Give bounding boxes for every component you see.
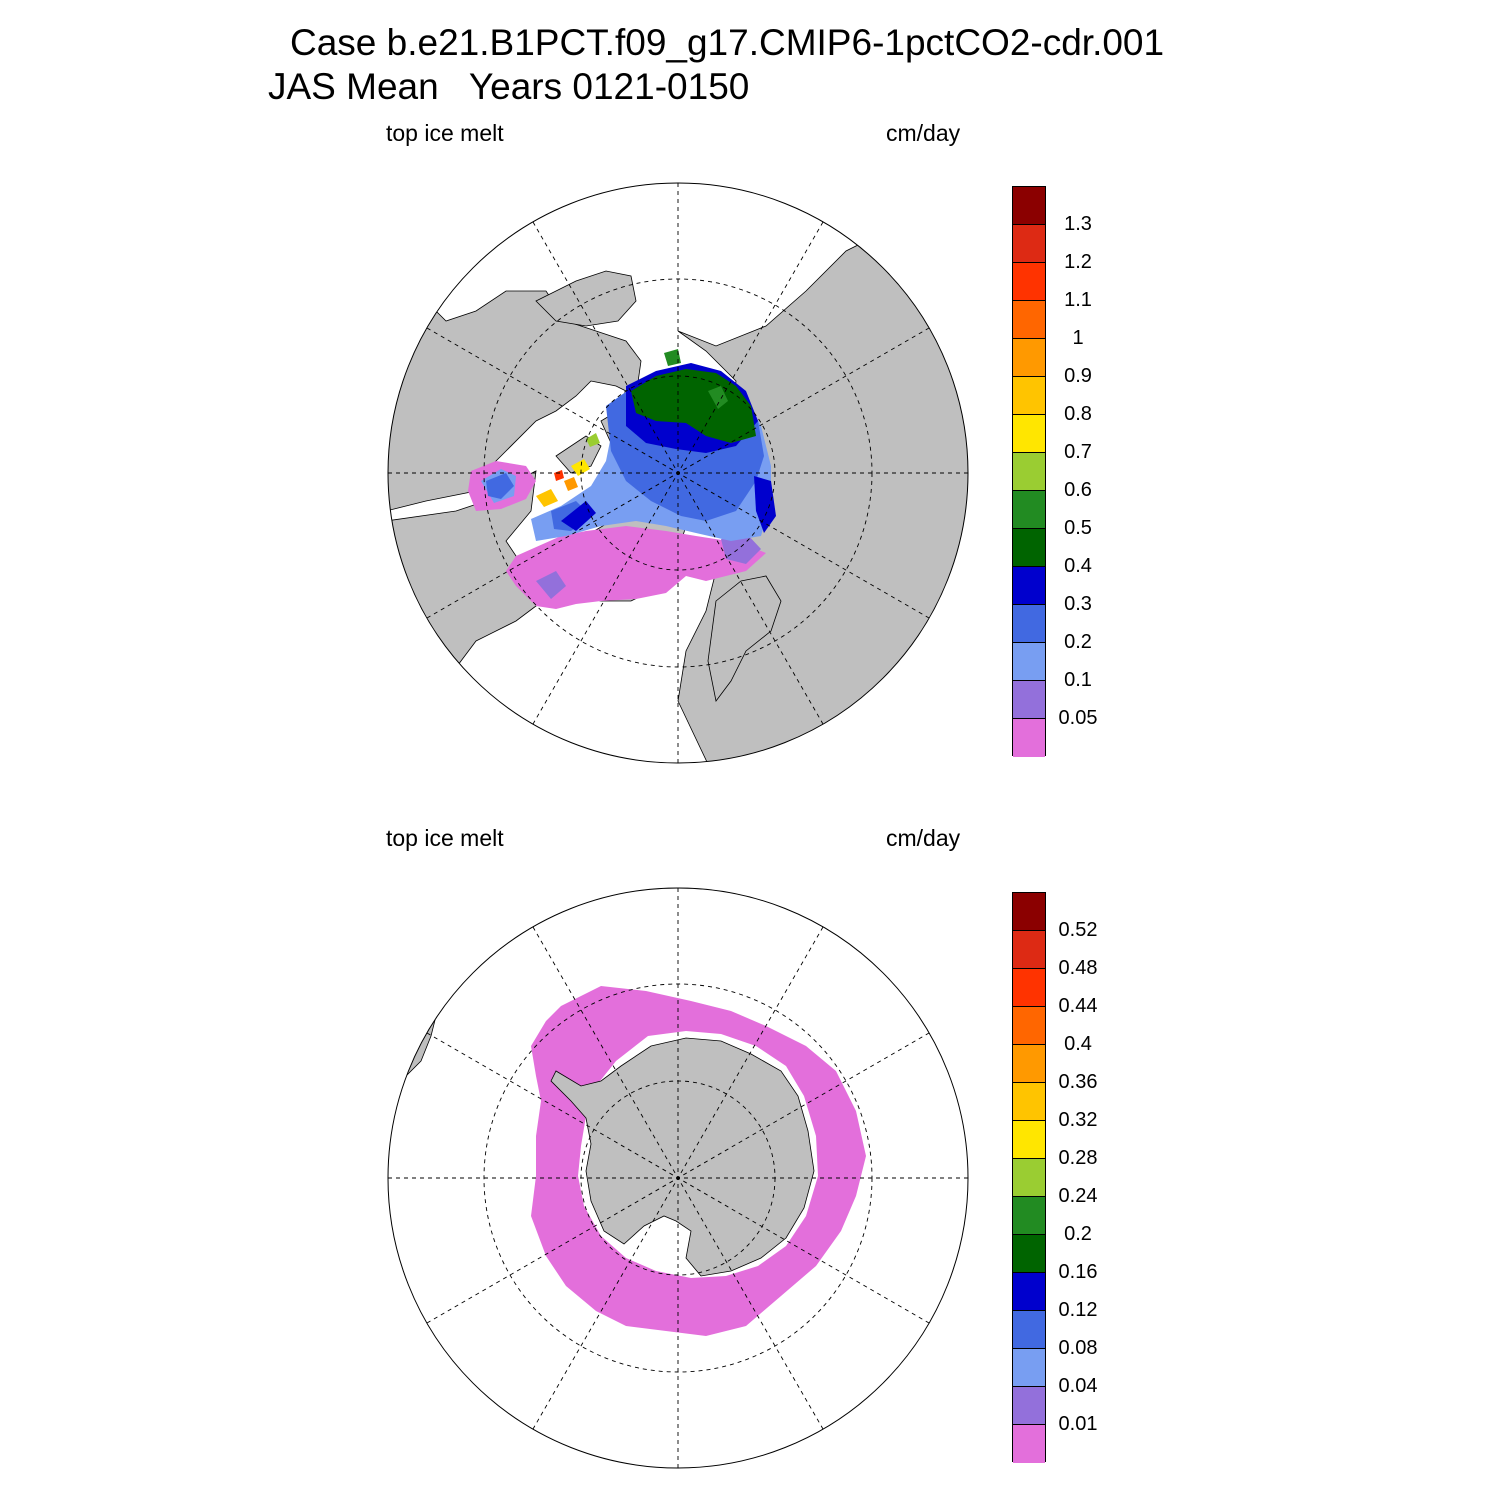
- colorbar-tick-label: 0.5: [1064, 517, 1092, 539]
- colorbar-segment: [1013, 301, 1045, 339]
- colorbar-segment: [1013, 1273, 1045, 1311]
- colorbar-segment: [1013, 263, 1045, 301]
- panel1-units-label: cm/day: [886, 120, 961, 146]
- arctic-ice-melt-field: [468, 349, 776, 609]
- colorbar-tick-label: 0.9: [1064, 365, 1092, 387]
- antarctic-polar-map: [387, 887, 969, 1469]
- colorbar-segment: [1013, 1349, 1045, 1387]
- colorbar-segment: [1013, 415, 1045, 453]
- colorbar-tick-label: 0.48: [1058, 957, 1098, 979]
- colorbar-segment: [1013, 1235, 1045, 1273]
- colorbar-tick-label: 0.04: [1058, 1375, 1098, 1397]
- colorbar-tick-label: 0.52: [1058, 919, 1098, 941]
- colorbar-segment: [1013, 1121, 1045, 1159]
- colorbar-tick-label: 0.2: [1064, 631, 1092, 653]
- colorbar-tick-label: 0.05: [1058, 707, 1098, 729]
- colorbar-segment: [1013, 719, 1045, 757]
- arctic-graticule: [388, 183, 968, 763]
- colorbar-tick-label: 0.36: [1058, 1071, 1098, 1093]
- colorbar-tick-label: 0.24: [1058, 1185, 1098, 1207]
- colorbar-segment: [1013, 339, 1045, 377]
- panel1-colorbar: [1012, 186, 1046, 757]
- colorbar-segment: [1013, 453, 1045, 491]
- colorbar-tick-label: 0.32: [1058, 1109, 1098, 1131]
- colorbar-segment: [1013, 1311, 1045, 1349]
- colorbar-segment: [1013, 931, 1045, 969]
- colorbar-tick-label: 0.12: [1058, 1299, 1098, 1321]
- colorbar-tick-label: 0.4: [1064, 555, 1092, 577]
- colorbar-segment: [1013, 893, 1045, 931]
- colorbar-segment: [1013, 1045, 1045, 1083]
- colorbar-segment: [1013, 529, 1045, 567]
- colorbar-segment: [1013, 187, 1045, 225]
- colorbar-segment: [1013, 1197, 1045, 1235]
- colorbar-tick-label: 0.4: [1064, 1033, 1092, 1055]
- panel1-variable-label: top ice melt: [386, 120, 504, 146]
- colorbar-segment: [1013, 1083, 1045, 1121]
- colorbar-tick-label: 1.3: [1064, 213, 1092, 235]
- colorbar-tick-label: 0.3: [1064, 593, 1092, 615]
- panel2-units-label: cm/day: [886, 825, 961, 851]
- plot-title-line1: Case b.e21.B1PCT.f09_g17.CMIP6-1pctCO2-c…: [290, 22, 1165, 63]
- colorbar-segment: [1013, 969, 1045, 1007]
- colorbar-segment: [1013, 1007, 1045, 1045]
- colorbar-tick-label: 1: [1072, 327, 1084, 349]
- colorbar-segment: [1013, 605, 1045, 643]
- colorbar-tick-label: 0.8: [1064, 403, 1092, 425]
- arctic-polar-map: [387, 182, 969, 764]
- colorbar-tick-label: 0.44: [1058, 995, 1098, 1017]
- colorbar-segment: [1013, 1387, 1045, 1425]
- antarctic-graticule: [388, 888, 968, 1468]
- colorbar-tick-label: 1.2: [1064, 251, 1092, 273]
- colorbar-segment: [1013, 567, 1045, 605]
- colorbar-segment: [1013, 1159, 1045, 1197]
- colorbar-tick-label: 0.7: [1064, 441, 1092, 463]
- colorbar-tick-label: 0.2: [1064, 1223, 1092, 1245]
- colorbar-tick-label: 0.08: [1058, 1337, 1098, 1359]
- colorbar-segment: [1013, 681, 1045, 719]
- panel2-variable-label: top ice melt: [386, 825, 504, 851]
- colorbar-segment: [1013, 491, 1045, 529]
- colorbar-tick-label: 0.01: [1058, 1413, 1098, 1435]
- colorbar-segment: [1013, 1425, 1045, 1463]
- colorbar-segment: [1013, 377, 1045, 415]
- colorbar-tick-label: 0.28: [1058, 1147, 1098, 1169]
- colorbar-tick-label: 1.1: [1064, 289, 1092, 311]
- colorbar-tick-label: 0.16: [1058, 1261, 1098, 1283]
- antarctic-ice-melt-ring: [531, 986, 866, 1336]
- colorbar-segment: [1013, 643, 1045, 681]
- colorbar-tick-label: 0.1: [1064, 669, 1092, 691]
- colorbar-tick-label: 0.6: [1064, 479, 1092, 501]
- panel2-colorbar: [1012, 892, 1046, 1463]
- plot-title-line2: JAS Mean Years 0121-0150: [268, 66, 750, 107]
- colorbar-segment: [1013, 225, 1045, 263]
